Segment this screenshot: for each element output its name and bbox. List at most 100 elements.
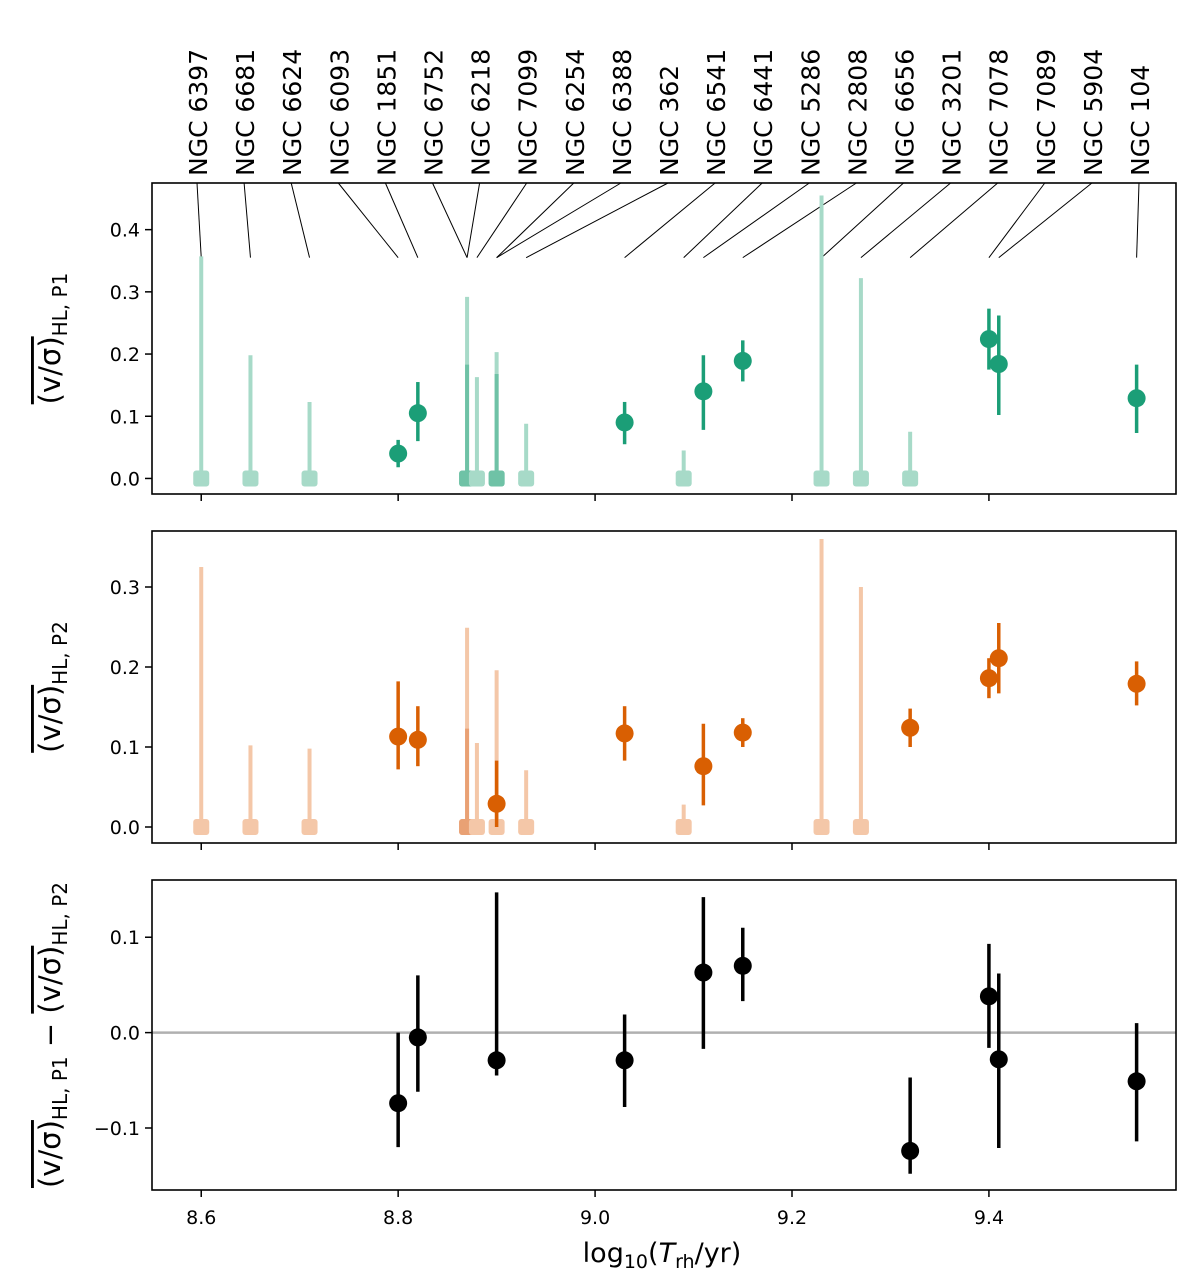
cluster-label: NGC 6388 — [608, 49, 637, 176]
cluster-connector — [337, 182, 399, 258]
cluster-label: NGC 7099 — [514, 49, 543, 176]
x-tick-label: 9.4 — [974, 1207, 1004, 1229]
cluster-labels: NGC 6397 NGC 6681 NGC 6624 NGC 6093 NGC 1851… — [184, 49, 1155, 259]
data-point — [989, 355, 1008, 374]
upper-limit-marker — [675, 819, 692, 835]
cluster-label: NGC 3201 — [938, 49, 967, 176]
upper-limit-marker — [488, 470, 505, 487]
cluster-connector — [1136, 182, 1140, 258]
upper-limit-marker — [193, 470, 210, 487]
y-axis-label: (v/σ)HL, P1 − (v/σ)HL, P2 — [33, 882, 72, 1188]
cluster-connector — [624, 182, 716, 259]
y-tick-label: 0.4 — [110, 220, 140, 242]
data-point — [487, 1051, 506, 1070]
cluster-connector — [703, 182, 810, 259]
data-point — [389, 1094, 408, 1113]
y-tick-label: 0.1 — [110, 737, 140, 759]
y-tick-label: 0.3 — [110, 577, 140, 599]
data-point — [615, 413, 634, 432]
data-point — [615, 724, 634, 743]
y-tick-label: 0.2 — [110, 344, 140, 366]
upper-limit-marker — [813, 470, 830, 487]
data-point — [901, 1141, 920, 1160]
y-tick-label: 0.1 — [110, 406, 140, 428]
y-tick-label: 0.1 — [110, 927, 140, 949]
data-point — [389, 444, 408, 463]
cluster-label: NGC 7078 — [985, 49, 1014, 176]
y-tick-label: 0.3 — [110, 282, 140, 304]
x-tick-label: 9.2 — [777, 1207, 807, 1229]
cluster-label: NGC 6441 — [749, 49, 778, 176]
upper-limit-marker — [813, 819, 830, 835]
cluster-connector — [476, 182, 528, 258]
upper-limit-marker — [301, 819, 318, 835]
data-point — [979, 669, 998, 688]
data-point — [979, 987, 998, 1006]
cluster-connector — [821, 182, 904, 259]
cluster-label: NGC 362 — [655, 65, 684, 176]
data-point — [733, 723, 752, 742]
y-tick-label: 0.0 — [110, 1023, 140, 1045]
y-tick-label: 0.2 — [110, 657, 140, 679]
cluster-connector — [998, 182, 1093, 259]
panel-p2: 0.0 0.1 0.2 0.3 (v/σ)HL, P2 — [33, 530, 1177, 850]
cluster-label: NGC 6681 — [231, 49, 260, 176]
upper-limit-marker — [193, 819, 210, 835]
cluster-connector — [432, 182, 468, 258]
panel-difference: −0.1 0.0 0.1 8.6 8.8 9.0 9.2 9.4 (v/σ)HL, P1 − (… — [33, 879, 1177, 1229]
upper-limit-marker — [902, 470, 919, 487]
data-point — [1127, 389, 1146, 408]
upper-limit-marker — [675, 470, 692, 487]
cluster-label: NGC 6397 — [184, 49, 213, 176]
data-point — [733, 351, 752, 370]
cluster-connector — [290, 182, 311, 258]
data-point — [1127, 1072, 1146, 1091]
cluster-label: NGC 6254 — [561, 49, 590, 176]
y-tick-label: 0.0 — [110, 817, 140, 839]
data-point — [408, 1028, 427, 1047]
y-tick-label: 0.0 — [110, 468, 140, 490]
axes-frame — [151, 879, 1177, 1191]
cluster-connector — [466, 182, 481, 258]
cluster-connector — [243, 182, 251, 258]
y-axis-label: (v/σ)HL, P2 — [33, 621, 72, 753]
upper-limit-marker — [518, 819, 535, 835]
axes-frame — [151, 182, 1177, 495]
cluster-connector — [909, 182, 999, 259]
upper-limit-marker — [468, 470, 485, 487]
upper-limit-marker — [518, 470, 535, 487]
cluster-connector — [384, 182, 419, 258]
x-axis-label: log10(Trh/yr) — [583, 1238, 742, 1273]
x-tick-label: 8.6 — [186, 1207, 216, 1229]
y-axis-label: (v/σ)HL, P1 — [33, 273, 72, 405]
data-point — [694, 382, 713, 401]
cluster-label: NGC 1851 — [372, 49, 401, 176]
panel-p1: 0.0 0.1 0.2 0.3 0.4 (v/σ)HL, P1 — [33, 182, 1177, 501]
cluster-label: NGC 6656 — [891, 49, 920, 176]
upper-limit-marker — [852, 819, 869, 835]
cluster-label: NGC 6218 — [467, 49, 496, 176]
upper-limit-marker — [242, 470, 259, 487]
data-point — [615, 1051, 634, 1070]
cluster-connector — [525, 182, 669, 259]
cluster-label: NGC 6093 — [325, 49, 354, 176]
cluster-label: NGC 104 — [1126, 65, 1155, 176]
data-point — [408, 404, 427, 423]
y-tick-label: −0.1 — [94, 1118, 140, 1140]
axes-frame — [151, 530, 1177, 844]
data-point — [979, 330, 998, 349]
data-point — [487, 794, 506, 813]
data-point — [1127, 674, 1146, 693]
data-point — [408, 730, 427, 749]
cluster-label: NGC 5286 — [796, 49, 825, 176]
cluster-connector — [683, 182, 763, 259]
cluster-label: NGC 2808 — [843, 49, 872, 176]
data-point — [694, 757, 713, 776]
data-point — [989, 649, 1008, 668]
cluster-connector — [496, 182, 622, 259]
cluster-label: NGC 6752 — [420, 49, 449, 176]
cluster-label: NGC 6541 — [702, 49, 731, 176]
cluster-connector — [742, 182, 857, 259]
data-point — [389, 727, 408, 746]
cluster-label: NGC 7089 — [1032, 49, 1061, 176]
